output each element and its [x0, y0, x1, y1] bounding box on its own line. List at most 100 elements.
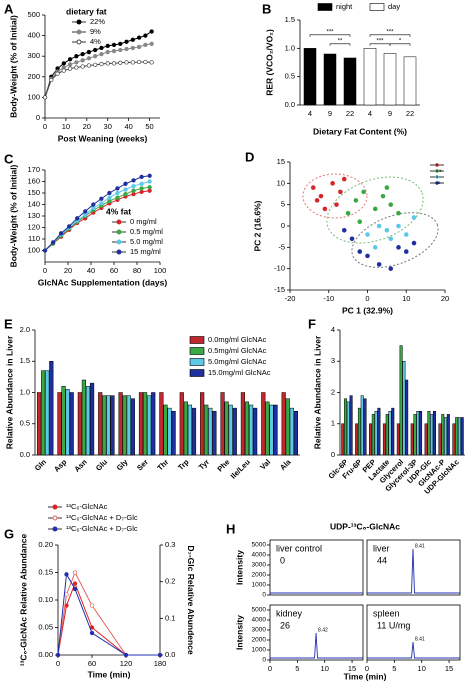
point [130, 37, 135, 42]
point [86, 49, 92, 55]
point [75, 216, 80, 221]
panel-letter: A [4, 1, 14, 16]
bar [363, 398, 367, 456]
y-tick-label: 1 [331, 419, 335, 428]
point [99, 196, 104, 201]
bar [323, 53, 337, 106]
point [99, 61, 104, 67]
x-tick-label: 60 [88, 659, 96, 668]
point [396, 210, 401, 216]
y-tick-label: -15 [274, 285, 285, 294]
point [83, 209, 88, 214]
point [341, 227, 347, 233]
point [376, 262, 382, 267]
panel-letter: H [226, 521, 235, 536]
y-tick-label: 0 [281, 221, 285, 230]
point [67, 57, 73, 62]
point [91, 205, 96, 211]
y-tick-label: 100 [27, 92, 40, 101]
bar [106, 395, 111, 456]
x-tick-label: -10 [323, 294, 334, 303]
panel-letter: B [262, 1, 271, 16]
point [361, 189, 366, 195]
x-tick-label: 50 [145, 122, 153, 131]
bar [204, 404, 209, 456]
bar [240, 392, 246, 456]
bar [427, 411, 431, 456]
point [139, 181, 144, 186]
subplot-label: liver control [276, 543, 322, 553]
point [93, 47, 98, 53]
bar [69, 392, 74, 456]
y-tick-label: 0.10 [38, 595, 53, 604]
y-tick-label: 1.5 [285, 15, 295, 24]
bar [399, 345, 403, 456]
bar [374, 411, 378, 456]
bar [265, 401, 270, 456]
point [80, 64, 85, 69]
bar [349, 395, 353, 456]
y-tick-label: 2 [331, 387, 335, 396]
legend-marker [435, 163, 439, 167]
x-tick-label: 10 [321, 664, 329, 673]
bar [289, 407, 294, 456]
point [147, 179, 152, 184]
x-axis-label: Time (min) [88, 669, 131, 679]
bar [346, 401, 350, 456]
y-tick-label: 200 [27, 72, 40, 81]
y-tick-label: 15 [277, 157, 285, 166]
point [149, 41, 154, 46]
legend-label: 5.0 mg/ml [130, 237, 163, 246]
bar [285, 398, 290, 456]
subplot-amount: 44 [377, 555, 387, 565]
point [123, 187, 128, 192]
point [380, 193, 386, 199]
point [80, 51, 85, 57]
y-tick-label: 0.0 [20, 450, 30, 459]
bar [446, 414, 450, 456]
x-tick-label: Glu [94, 457, 109, 472]
x-tick-label: 10 [418, 664, 426, 673]
bar [253, 407, 258, 456]
x-tick-label: Asp [52, 457, 69, 474]
chromatogram-trace [367, 548, 460, 594]
y-tick-label: 120 [27, 222, 40, 231]
bar [303, 48, 317, 106]
x-tick-label: 22 [346, 109, 354, 118]
bar [403, 56, 417, 106]
bar [438, 423, 442, 456]
y-tick-label: 160 [27, 176, 40, 185]
x-tick-label: 80 [133, 266, 141, 275]
legend-swatch [189, 369, 205, 377]
bar [232, 407, 237, 456]
point [338, 189, 343, 195]
bar [179, 392, 184, 456]
peak-label: 8.41 [415, 636, 425, 642]
point [130, 60, 135, 65]
y-tick-label: 0.20 [38, 540, 53, 549]
bar [355, 423, 359, 456]
legend-title: dietary fat [66, 6, 107, 16]
bar [457, 417, 461, 456]
bar [159, 392, 164, 456]
bar [419, 411, 423, 456]
x-tick-label: 0 [365, 294, 369, 303]
x-tick-label: 180 [154, 659, 167, 668]
y-axis-label: Relative Abundance in Liver [4, 335, 14, 449]
x-tick-label: Trp [176, 457, 191, 472]
bar [455, 417, 459, 456]
bar [49, 361, 54, 456]
point [115, 186, 120, 191]
legend-label: ¹³C₆-GlcNAc [66, 502, 108, 511]
point [384, 227, 390, 233]
point [124, 60, 129, 65]
x-tick-label: 4 [308, 109, 312, 118]
x-tick-label: 9 [328, 109, 332, 118]
x-tick-label: Thr [155, 457, 170, 472]
bar [228, 404, 233, 456]
panel-letter: G [4, 526, 14, 541]
x-tick-label: Ala [278, 457, 293, 472]
significance-bracket [369, 34, 411, 37]
significance-label: *** [386, 29, 394, 35]
legend-marker [116, 219, 122, 225]
